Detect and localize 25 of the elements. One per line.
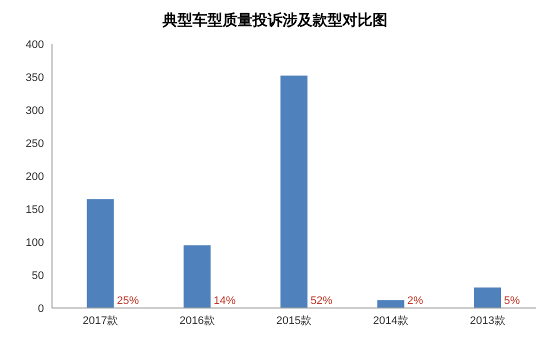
y-tick-label: 200 — [26, 170, 44, 183]
bar — [280, 76, 308, 308]
annotation: 2% — [407, 295, 424, 307]
x-tick-label: 2015款 — [276, 314, 312, 327]
annotation: 25% — [116, 295, 140, 307]
annotation: 52% — [310, 295, 333, 307]
annotation: 14% — [214, 295, 236, 307]
x-tick-label: 2016款 — [179, 314, 215, 327]
y-tick-label: 400 — [26, 38, 44, 51]
y-tick-label: 0 — [38, 302, 44, 315]
bar — [474, 288, 502, 308]
y-tick-label: 300 — [26, 104, 44, 117]
y-tick-label: 150 — [26, 204, 44, 216]
bar — [86, 199, 114, 308]
x-tick-label: 2017款 — [82, 314, 118, 327]
annotation: 5% — [504, 295, 520, 307]
bar — [184, 245, 211, 308]
y-tick-label: 50 — [32, 270, 44, 282]
chart-title: 典型车型质量投诉涉及款型对比图 — [162, 10, 388, 31]
y-tick-label: 250 — [26, 138, 44, 150]
x-tick-label: 2014款 — [373, 314, 409, 327]
y-tick-label: 100 — [26, 236, 44, 249]
bar — [377, 300, 404, 308]
y-tick-label: 350 — [26, 72, 44, 84]
x-tick-label: 2013款 — [470, 314, 506, 327]
